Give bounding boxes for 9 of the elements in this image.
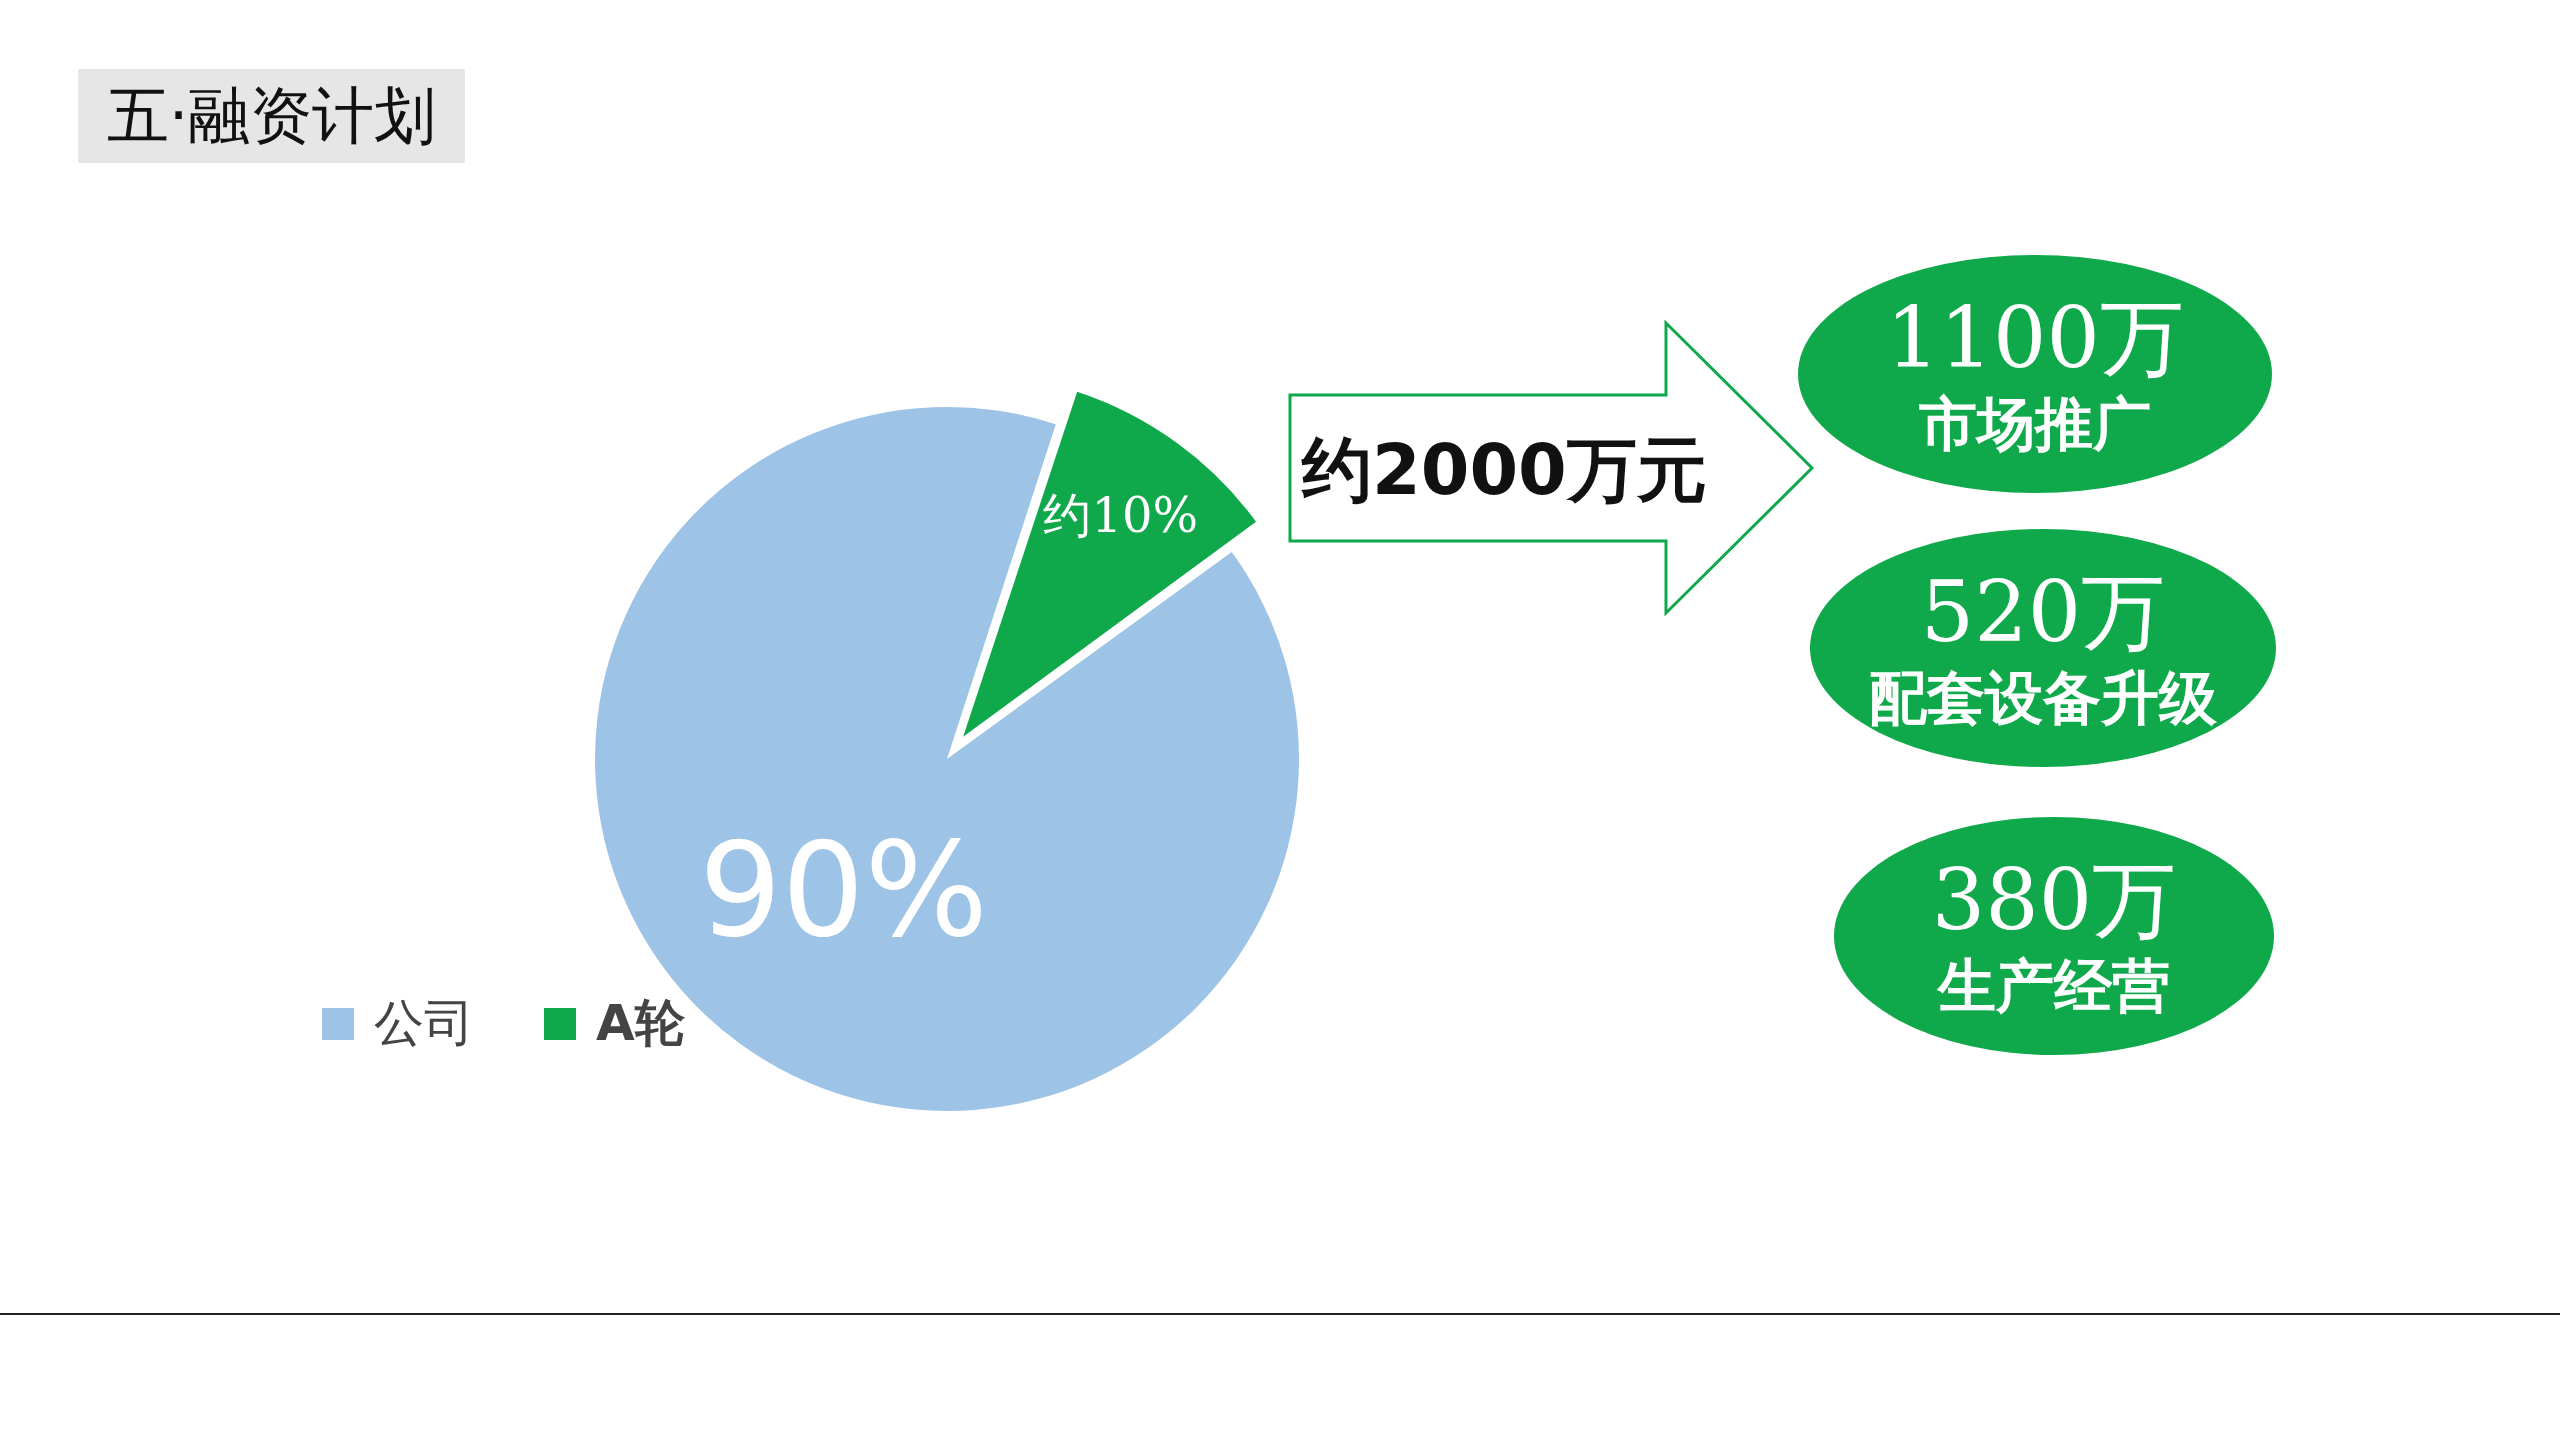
data-label: 90%: [699, 814, 989, 967]
chart-title: 五·融资计划: [78, 69, 465, 163]
legend-label: A轮: [596, 993, 685, 1054]
legend-label: 公司: [374, 993, 474, 1054]
oval-badge: 380万 生产经营: [1834, 817, 2274, 1055]
text: 约2000万元: [1302, 428, 1707, 513]
oval-badge: 520万 配套设备升级: [1810, 529, 2276, 767]
oval-badge: 1100万 市场推广: [1798, 255, 2272, 493]
data-label: 约10%: [1043, 487, 1199, 544]
